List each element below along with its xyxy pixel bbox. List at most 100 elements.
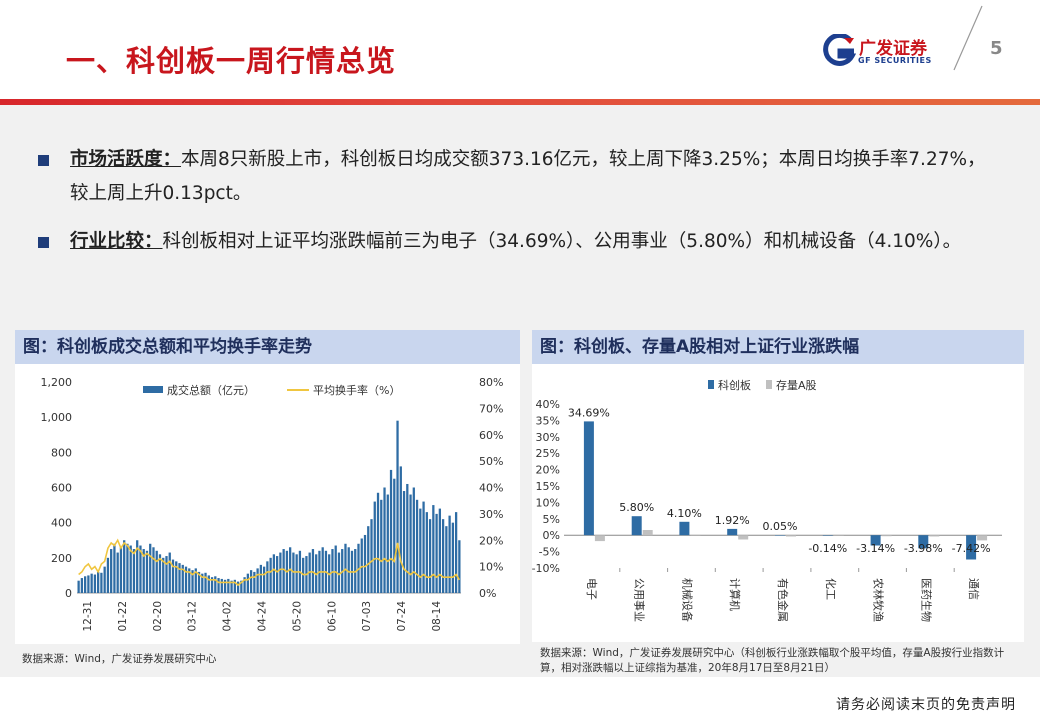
turnover-bar [236,581,240,593]
turnover-chart: 0 200 400 600 800 1,000 1,200 0% 10% 20% 30% 40% 50%… [41,376,504,632]
data-label: 0.05% [763,520,798,533]
x-tick-label: 05-20 [291,601,303,632]
turnover-bar [458,540,461,593]
legend-label-rate: 平均换手率（%） [313,383,400,397]
y-tick-label: -5% [539,546,560,559]
turnover-bar [422,501,425,593]
y-right-tick-label: 30% [479,508,503,521]
turnover-bar [233,579,236,593]
turnover-bar [389,469,393,593]
turnover-bar [445,526,448,593]
ashare-bar [977,535,988,541]
bullet-key: 行业比较： [70,231,163,252]
turnover-bar [383,487,386,593]
ashare-bar [881,535,892,537]
y-left-tick-label: 1,000 [41,411,73,424]
turnover-bar [435,513,438,594]
turnover-bar [334,545,337,593]
turnover-bar [87,575,90,593]
turnover-bar [223,579,227,593]
left-chart-title: 图：科创板成交总额和平均换手率走势 [15,330,520,364]
header-red-bar [0,99,1040,105]
kcb-bar [966,535,977,560]
turnover-bar [204,572,207,593]
x-tick-label: 04-24 [257,601,269,632]
kcb-bar [679,521,690,536]
y-left-tick-label: 800 [51,446,72,459]
turnover-bar [116,552,119,593]
x-tick-label: 06-10 [326,601,338,632]
left-chart-panel: 0 200 400 600 800 1,000 1,200 0% 10% 20% 30% 40% 50%… [15,364,520,644]
bullet-market-activity: 市场活跃度：本周8只新股上市，科创板日均成交额373.16亿元，较上周下降3.2… [38,143,998,211]
x-tick-label: 02-20 [152,601,164,632]
y-tick-label: 25% [536,447,560,460]
y-left-tick-label: 200 [51,552,72,565]
legend-swatch-ashare [766,380,772,389]
turnover-bar [347,547,350,593]
x-tick-label: 通信 [967,578,980,600]
y-right-tick-label: 70% [479,402,503,415]
kcb-bar [775,535,785,536]
turnover-bar [279,552,282,593]
turnover-bar [295,554,298,593]
y-right-tick-label: 50% [479,455,503,468]
ashare-bar [642,530,653,536]
turnover-bar [243,577,246,593]
turnover-bar [201,573,204,593]
turnover-bar [103,566,106,594]
ashare-bar [833,534,844,536]
turnover-bar [171,559,175,593]
y-right-tick-label: 60% [479,429,503,442]
turnover-bar [360,538,363,593]
turnover-bar [246,573,249,593]
turnover-bar [302,557,305,593]
x-tick-label: 03-12 [187,601,199,632]
turnover-bar [428,519,432,593]
turnover-bar [230,580,233,593]
turnover-bar [178,563,181,593]
turnover-bar [162,557,165,593]
y-left-tick-label: 1,200 [41,376,73,389]
legend-label-volume: 成交总额（亿元） [167,383,255,397]
turnover-bar [249,570,253,593]
y-right-tick-label: 20% [479,534,503,547]
ashare-bar [786,535,796,537]
turnover-bar [262,566,266,594]
turnover-bar [321,547,324,593]
y-tick-label: 30% [536,431,560,444]
turnover-bar [253,571,256,593]
industry-chart: -10% -5% 0% 5% 10% 15% 20% 25% 30% 35% 40% 34.69% 电子… [532,378,1002,622]
turnover-bar [77,580,80,593]
x-tick-label: 计算机 [728,578,742,611]
turnover-bar [402,491,406,593]
disclaimer-footer: 请务必阅读末页的免责声明 [836,697,1016,713]
turnover-bar [259,564,263,593]
turnover-bar [155,550,158,593]
y-right-tick-label: 0% [479,587,496,600]
page-number: 5 [990,38,1003,59]
y-right-tick-label: 40% [479,482,503,495]
bullet-industry-compare: 行业比较：科创板相对上证平均涨跌幅前三为电子（34.69%）、公用事业（5.80… [38,225,998,259]
turnover-bar [276,556,279,593]
turnover-bar [406,483,409,593]
x-tick-label: 07-03 [361,601,373,632]
turnover-bar [194,568,197,593]
legend-swatch-volume [143,386,163,393]
turnover-bar [415,499,419,593]
turnover-bar [331,549,334,593]
turnover-bar [419,508,422,593]
y-left-tick-label: 400 [51,517,72,530]
turnover-bar [168,552,171,593]
turnover-bar [438,508,441,593]
turnover-bar [93,574,97,593]
x-tick-label: 08-14 [431,601,443,632]
turnover-bar [197,571,201,593]
y-tick-label: 40% [536,398,560,411]
logo-text-en: GF SECURITIES [858,56,932,65]
divider-slash [953,5,983,71]
turnover-bar [175,561,178,593]
kcb-bar [918,535,929,549]
turnover-bar [152,547,155,593]
data-label: -3.98% [904,542,943,555]
turnover-bar [373,501,376,593]
